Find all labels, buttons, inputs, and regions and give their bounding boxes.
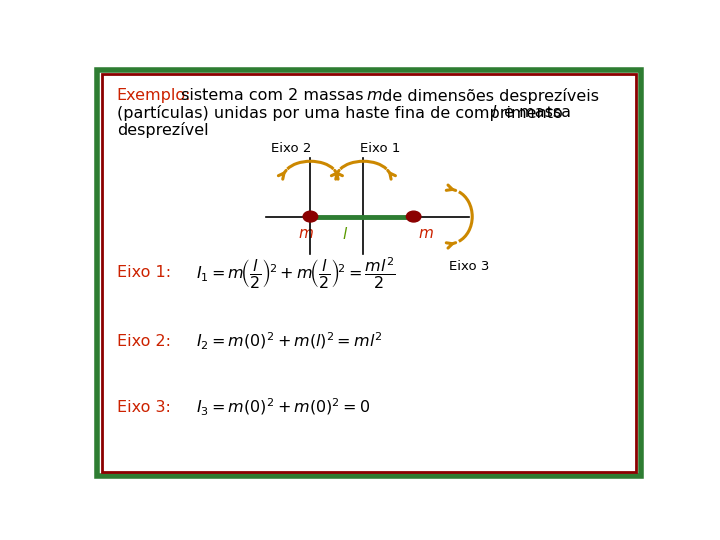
Text: e massa: e massa (499, 105, 571, 120)
Text: Eixo 3: Eixo 3 (449, 260, 490, 273)
Text: Eixo 2:: Eixo 2: (117, 334, 171, 349)
Text: desprezível: desprezível (117, 122, 208, 138)
Text: $I_2 = m(0)^2 + m(l)^2 = ml^2$: $I_2 = m(0)^2 + m(l)^2 = ml^2$ (196, 331, 382, 352)
Text: $m$: $m$ (418, 226, 434, 241)
Text: Exemplo:: Exemplo: (117, 87, 192, 103)
Text: l: l (492, 105, 496, 120)
Text: $I_1 = m\!\left(\dfrac{l}{2}\right)^{\!2} + m\!\left(\dfrac{l}{2}\right)^{\!2} =: $I_1 = m\!\left(\dfrac{l}{2}\right)^{\!2… (196, 255, 396, 291)
Text: Eixo 1:: Eixo 1: (117, 265, 171, 280)
Text: $m$: $m$ (298, 226, 314, 241)
Text: Eixo 1: Eixo 1 (360, 142, 400, 155)
Text: Eixo 2: Eixo 2 (271, 142, 311, 155)
Text: sistema com 2 massas: sistema com 2 massas (176, 87, 369, 103)
Text: $I_3 = m(0)^2 + m(0)^2 = 0$: $I_3 = m(0)^2 + m(0)^2 = 0$ (196, 397, 370, 418)
Text: m: m (366, 87, 382, 103)
Text: (partículas) unidas por uma haste fina de comprimento: (partículas) unidas por uma haste fina d… (117, 105, 567, 121)
Circle shape (303, 211, 318, 222)
Text: de dimensões desprezíveis: de dimensões desprezíveis (377, 87, 599, 104)
Text: Eixo 3:: Eixo 3: (117, 400, 171, 415)
Circle shape (406, 211, 421, 222)
Text: $l$: $l$ (342, 226, 348, 242)
